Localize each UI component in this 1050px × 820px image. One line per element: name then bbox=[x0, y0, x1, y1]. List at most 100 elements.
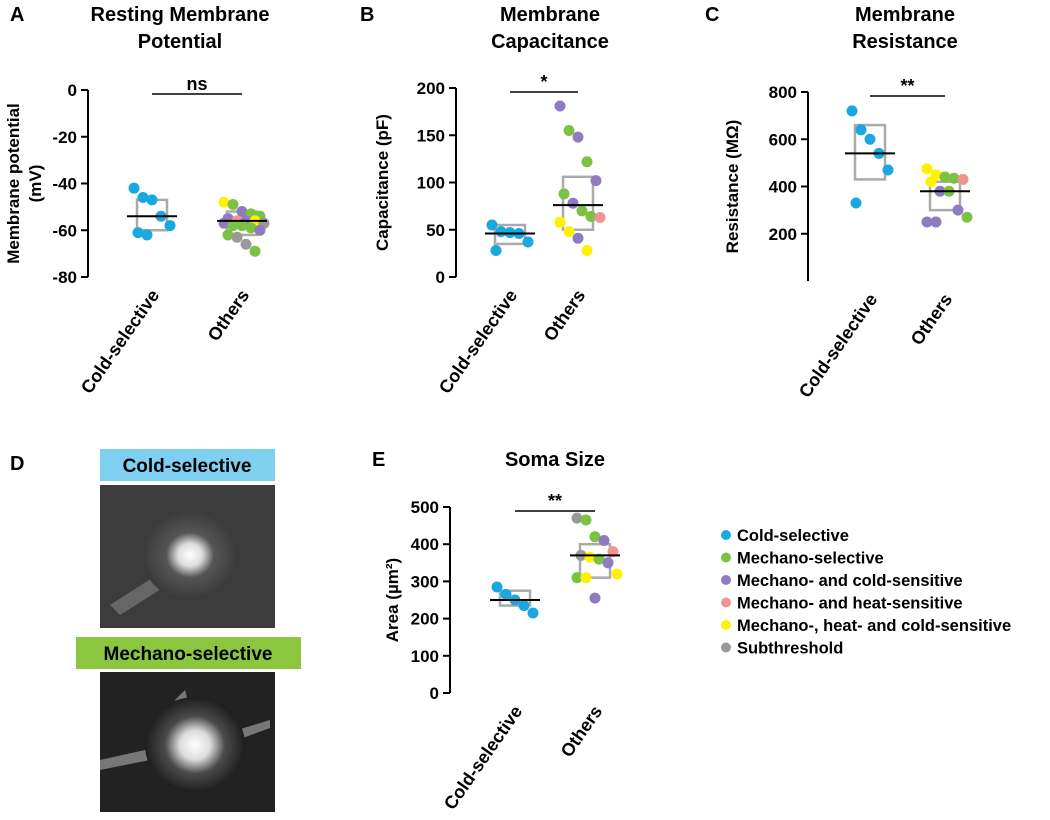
data-point bbox=[921, 163, 933, 175]
data-point bbox=[576, 205, 588, 217]
data-point bbox=[580, 572, 592, 584]
image-label: Cold-selective bbox=[123, 456, 252, 477]
y-axis-label: Resistance (MΩ) bbox=[723, 120, 742, 254]
data-point bbox=[581, 245, 593, 257]
data-point bbox=[594, 211, 606, 223]
data-point bbox=[611, 568, 623, 580]
data-point bbox=[585, 211, 597, 223]
data-point bbox=[590, 175, 602, 187]
soma bbox=[145, 697, 245, 793]
data-point bbox=[490, 245, 502, 257]
y-tick-label: 150 bbox=[417, 126, 445, 145]
y-tick-label: 600 bbox=[769, 130, 797, 149]
data-point bbox=[146, 194, 158, 206]
y-tick-label: 200 bbox=[417, 79, 445, 98]
data-point bbox=[864, 133, 876, 145]
y-tick-label: 0 bbox=[68, 81, 77, 100]
legend-label: Mechano-, heat- and cold-sensitive bbox=[737, 617, 1011, 635]
panel-letter: A bbox=[10, 4, 24, 26]
y-axis-label: Membrane potential bbox=[4, 103, 23, 264]
label-box bbox=[76, 637, 301, 669]
panel-letter: E bbox=[372, 449, 385, 471]
data-point bbox=[882, 164, 894, 176]
x-tick-label: Cold-selective bbox=[435, 286, 521, 397]
data-point bbox=[137, 192, 149, 204]
y-tick-label: -20 bbox=[52, 128, 77, 147]
y-tick-label: 300 bbox=[411, 572, 439, 591]
data-point bbox=[855, 124, 867, 136]
x-tick-label: Others bbox=[204, 286, 254, 345]
data-point bbox=[581, 156, 593, 168]
significance-label: ns bbox=[186, 74, 207, 94]
y-axis-label: Capacitance (pF) bbox=[373, 114, 392, 251]
legend-swatch bbox=[721, 597, 731, 608]
data-point bbox=[554, 216, 566, 228]
data-point bbox=[948, 172, 960, 184]
data-point bbox=[141, 229, 153, 241]
data-point bbox=[921, 216, 933, 228]
legend-label: Subthreshold bbox=[737, 640, 843, 658]
data-point bbox=[567, 197, 579, 209]
data-point bbox=[939, 171, 951, 183]
y-tick-label: 500 bbox=[411, 498, 439, 517]
panel-letter: D bbox=[10, 453, 24, 475]
x-tick-label: Others bbox=[540, 286, 590, 345]
y-tick-label: 0 bbox=[430, 684, 439, 703]
y-tick-label: 400 bbox=[411, 535, 439, 554]
data-point bbox=[589, 592, 601, 604]
data-point bbox=[522, 236, 534, 248]
data-point bbox=[952, 204, 964, 216]
chart-title: Resistance bbox=[852, 31, 958, 53]
box bbox=[498, 589, 532, 607]
y-axis-label: (mV) bbox=[26, 165, 45, 203]
legend-swatch bbox=[721, 575, 731, 585]
y-tick-label: 200 bbox=[769, 225, 797, 244]
data-point bbox=[925, 176, 937, 188]
data-point bbox=[554, 100, 566, 112]
x-tick-label: Others bbox=[557, 702, 607, 761]
y-tick-label: 100 bbox=[417, 174, 445, 193]
data-point bbox=[218, 196, 230, 208]
data-point bbox=[164, 220, 176, 232]
data-point bbox=[563, 226, 575, 238]
chart-title: Membrane bbox=[500, 4, 600, 26]
data-point bbox=[572, 232, 584, 244]
legend-swatch bbox=[721, 620, 731, 630]
legend-label: Mechano- and heat-sensitive bbox=[737, 595, 963, 613]
chart-title: Potential bbox=[138, 31, 222, 53]
image-label: Mechano-selective bbox=[104, 644, 273, 665]
data-point bbox=[227, 220, 239, 232]
legend-swatch bbox=[721, 530, 731, 540]
data-point bbox=[572, 131, 584, 143]
data-point bbox=[850, 197, 862, 209]
chart-title: Soma Size bbox=[505, 449, 605, 471]
box bbox=[561, 175, 595, 231]
data-point bbox=[222, 229, 234, 241]
y-tick-label: 800 bbox=[769, 83, 797, 102]
significance-label: ** bbox=[900, 76, 914, 96]
data-point bbox=[254, 224, 266, 236]
panel-letter: C bbox=[705, 4, 719, 26]
data-point bbox=[580, 514, 592, 526]
panel-letter: B bbox=[360, 4, 374, 26]
data-point bbox=[231, 231, 243, 243]
significance-label: * bbox=[540, 72, 547, 92]
data-point bbox=[486, 219, 498, 231]
data-point bbox=[240, 238, 252, 250]
y-tick-label: 50 bbox=[426, 221, 445, 240]
data-point bbox=[598, 534, 610, 546]
data-point bbox=[491, 581, 503, 593]
data-point bbox=[602, 557, 614, 569]
y-tick-label: -40 bbox=[52, 175, 77, 194]
data-point bbox=[930, 216, 942, 228]
y-tick-label: 0 bbox=[436, 268, 445, 287]
box bbox=[853, 123, 887, 181]
y-tick-label: 200 bbox=[411, 610, 439, 629]
data-point bbox=[249, 245, 261, 257]
soma bbox=[142, 510, 238, 600]
x-tick-label: Cold-selective bbox=[440, 702, 526, 813]
data-point bbox=[227, 199, 239, 211]
chart-title: Resting Membrane bbox=[91, 4, 270, 26]
data-point bbox=[132, 227, 144, 239]
legend-swatch bbox=[721, 642, 731, 653]
